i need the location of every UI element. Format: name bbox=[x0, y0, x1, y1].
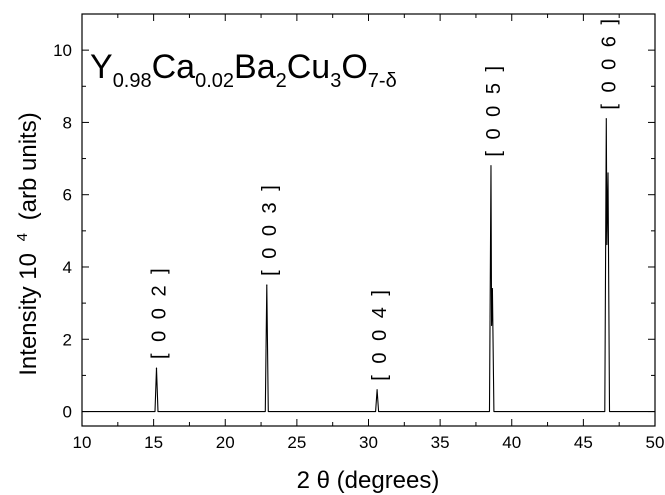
y-axis-title-unit: (arb units) bbox=[15, 112, 42, 220]
chart-title: Y0.98Ca0.02Ba2Cu3O7-δ bbox=[90, 48, 397, 92]
x-tick-label: 35 bbox=[431, 433, 450, 452]
y-axis-title-exponent: 4 bbox=[14, 233, 31, 241]
peak-point bbox=[605, 118, 607, 120]
peak-point bbox=[607, 172, 609, 174]
peak-point bbox=[491, 288, 494, 290]
y-axis-title-main: Intensity 10 bbox=[15, 253, 42, 376]
chart-title-subscript: 3 bbox=[330, 70, 341, 92]
y-axis-title: Intensity 10 4 (arb units) bbox=[6, 112, 42, 375]
chart-title-part: Ba bbox=[234, 48, 276, 86]
y-tick-label: 0 bbox=[63, 403, 72, 422]
y-tick-label: 10 bbox=[53, 41, 72, 60]
x-tick-label: 20 bbox=[216, 433, 235, 452]
peak-point bbox=[155, 367, 158, 369]
x-tick-label: 15 bbox=[144, 433, 163, 452]
chart-title-subscript: 0.98 bbox=[113, 70, 152, 92]
x-tick-label: 25 bbox=[287, 433, 306, 452]
chart-title-part: Ca bbox=[152, 48, 196, 86]
x-tick-label: 50 bbox=[646, 433, 665, 452]
peak-label: [ 0 0 3 ] bbox=[259, 182, 281, 276]
x-axis: 10 15 20 25 30 35 40 45 50 bbox=[73, 14, 665, 452]
x-tick-label: 40 bbox=[502, 433, 521, 452]
plot-area bbox=[82, 118, 655, 413]
y-tick-label: 6 bbox=[63, 186, 72, 205]
peak-label: [ 0 0 6 ] bbox=[598, 16, 620, 110]
peak-labels: [ 0 0 2 ] [ 0 0 3 ] [ 0 0 4 ] [ 0 0 5 ] [ 0 … bbox=[148, 16, 620, 381]
peak-label: [ 0 0 2 ] bbox=[148, 265, 170, 359]
chart-title-subscript: 7-δ bbox=[368, 70, 397, 92]
chart-title-part: Y bbox=[90, 48, 113, 86]
peak-point bbox=[266, 284, 268, 286]
x-tick-label: 45 bbox=[574, 433, 593, 452]
y-tick-label: 2 bbox=[63, 330, 72, 349]
xrd-series-line bbox=[82, 118, 655, 413]
peak-label: [ 0 0 4 ] bbox=[369, 287, 391, 381]
chart-title-subscript: 0.02 bbox=[195, 70, 234, 92]
x-tick-label: 10 bbox=[73, 433, 92, 452]
chart-title-part: O bbox=[341, 48, 367, 86]
peak-point bbox=[490, 165, 492, 167]
y-tick-label: 4 bbox=[63, 258, 72, 277]
chart-title-part: Cu bbox=[287, 48, 330, 86]
y-tick-label: 8 bbox=[63, 113, 72, 132]
peak-point bbox=[376, 389, 378, 391]
x-axis-title: 2 θ (degrees) bbox=[297, 467, 440, 494]
x-tick-label: 30 bbox=[359, 433, 378, 452]
peak-label: [ 0 0 5 ] bbox=[483, 63, 505, 157]
chart-title-subscript: 2 bbox=[276, 70, 287, 92]
y-axis: 0 2 4 6 8 10 bbox=[53, 13, 655, 422]
